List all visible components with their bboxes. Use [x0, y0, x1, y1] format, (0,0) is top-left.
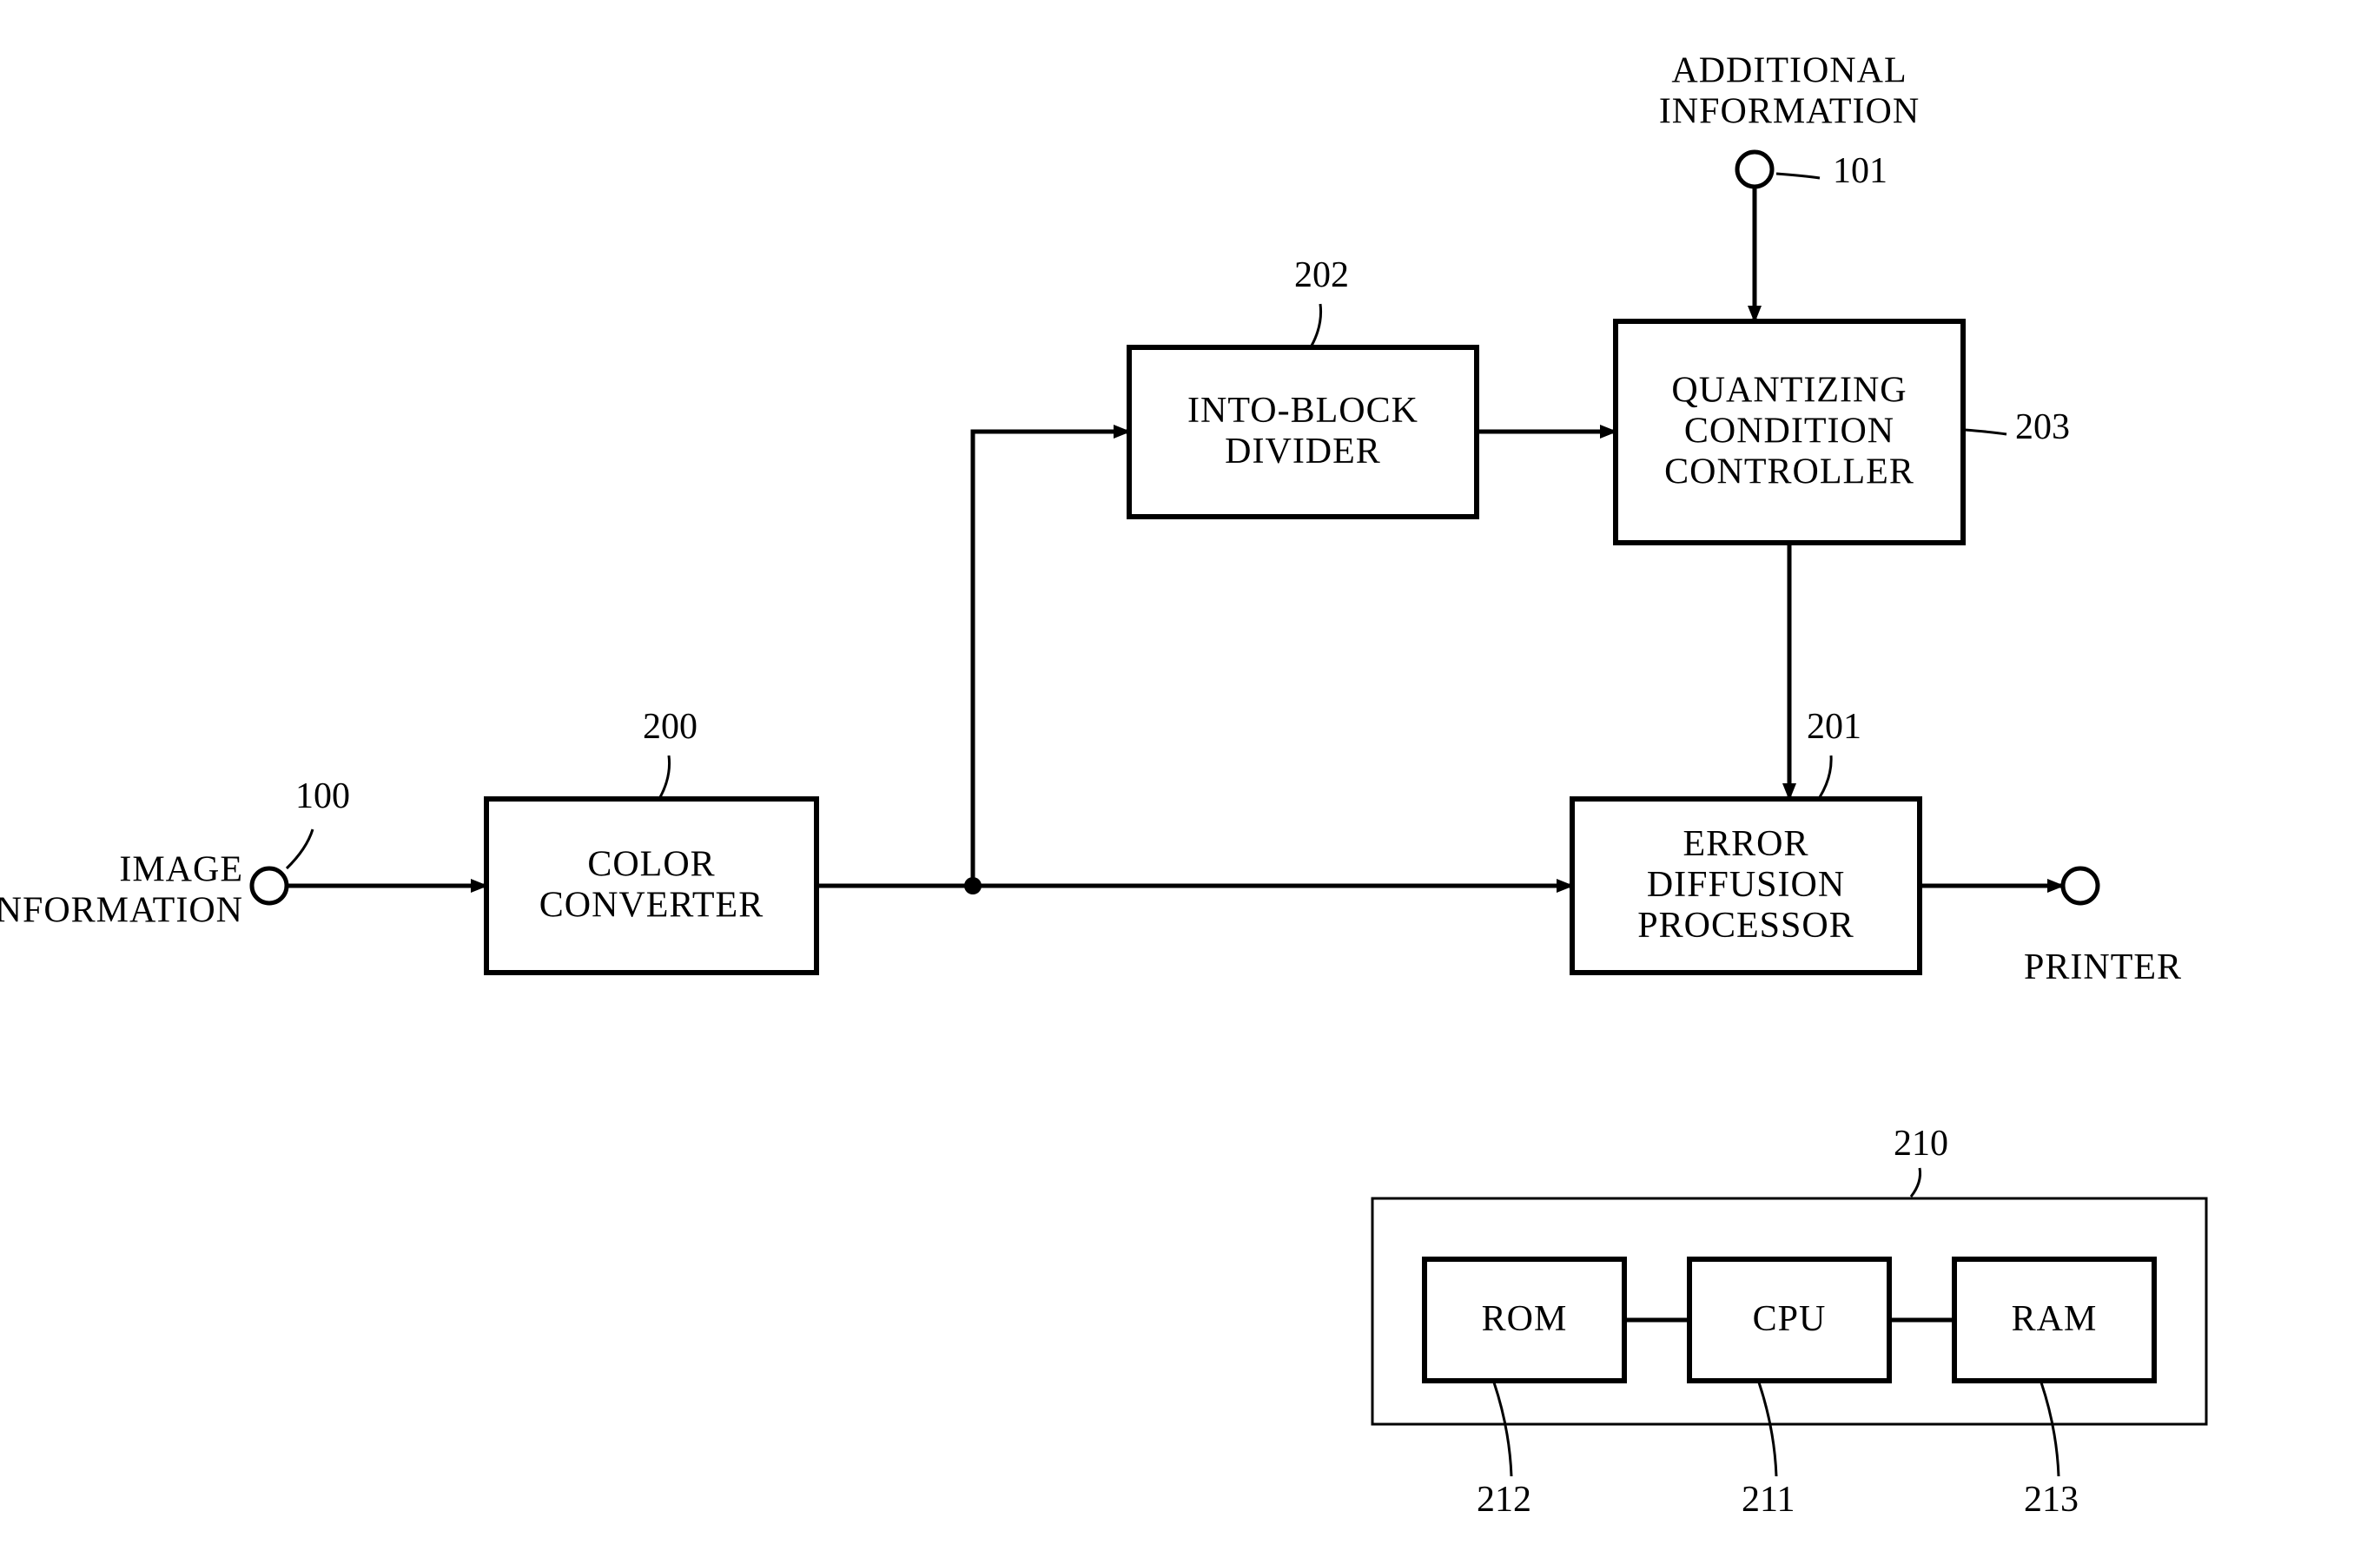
quantizing_controller-label: CONDITION	[1684, 412, 1894, 452]
into_block_divider-label: DIVIDER	[1225, 432, 1381, 472]
node-quantizing_controller: QUANTIZINGCONDITIONCONTROLLER 203	[1616, 321, 2070, 543]
image_info_terminal-terminal	[252, 868, 287, 903]
cpu-label: CPU	[1753, 1299, 1827, 1339]
rom-ref-leader	[1494, 1383, 1511, 1476]
color_converter-ref: 200	[643, 707, 697, 747]
image_info_terminal-ref-leader	[287, 829, 313, 868]
edge-2-junction	[964, 877, 982, 894]
cpu-ref-leader	[1759, 1383, 1776, 1476]
rom-ref: 212	[1477, 1480, 1531, 1520]
error_diffusion-ref: 201	[1807, 707, 1861, 747]
quantizing_controller-label: QUANTIZING	[1671, 371, 1907, 411]
cpu_board-ref-leader	[1911, 1168, 1921, 1197]
rom-label: ROM	[1482, 1299, 1568, 1339]
into_block_divider-ref-leader	[1312, 304, 1321, 346]
additional_info_terminal-ref-leader	[1776, 174, 1820, 178]
ram-ref: 213	[2024, 1480, 2079, 1520]
printer_terminal-terminal	[2063, 868, 2098, 903]
quantizing_controller-ref: 203	[2015, 407, 2070, 447]
image_info_terminal-label: IMAGE	[119, 850, 243, 890]
additional_info_terminal-ref: 101	[1833, 151, 1887, 191]
edge-2-line	[973, 432, 1129, 886]
color_converter-label: COLOR	[587, 845, 715, 885]
node-additional_info_terminal: ADDITIONALINFORMATION 101	[1659, 51, 1920, 191]
edge-2	[964, 432, 1129, 894]
additional_info_terminal-label: INFORMATION	[1659, 92, 1920, 132]
error_diffusion-label: DIFFUSION	[1647, 865, 1845, 905]
node-ram: RAM 213	[1954, 1259, 2154, 1520]
color_converter-ref-leader	[660, 756, 670, 797]
image_info_terminal-label: INFORMATION	[0, 891, 243, 931]
node-rom: ROM 212	[1425, 1259, 1624, 1520]
additional_info_terminal-terminal	[1737, 152, 1772, 187]
cpu_board-ref: 210	[1894, 1124, 1948, 1164]
into_block_divider-label: INTO-BLOCK	[1187, 391, 1418, 431]
ram-ref-leader	[2041, 1383, 2059, 1476]
node-into_block_divider: INTO-BLOCKDIVIDER 202	[1129, 255, 1477, 517]
node-color_converter: COLORCONVERTER 200	[486, 707, 816, 973]
image_info_terminal-ref: 100	[295, 776, 350, 816]
quantizing_controller-ref-leader	[1965, 430, 2006, 434]
node-cpu: CPU 211	[1689, 1259, 1889, 1520]
node-error_diffusion: ERRORDIFFUSIONPROCESSOR 201	[1572, 707, 1920, 973]
error_diffusion-label: ERROR	[1683, 824, 1808, 864]
quantizing_controller-label: CONTROLLER	[1664, 452, 1914, 492]
additional_info_terminal-label: ADDITIONAL	[1671, 51, 1907, 91]
printer_terminal-label: PRINTER	[2024, 947, 2182, 987]
node-image_info_terminal: IMAGEINFORMATION 100	[0, 776, 350, 931]
cpu-ref: 211	[1742, 1480, 1795, 1520]
error_diffusion-label: PROCESSOR	[1637, 906, 1854, 946]
ram-label: RAM	[2012, 1299, 2098, 1339]
color_converter-label: CONVERTER	[539, 886, 764, 926]
error_diffusion-ref-leader	[1820, 756, 1831, 797]
into_block_divider-ref: 202	[1294, 255, 1349, 295]
